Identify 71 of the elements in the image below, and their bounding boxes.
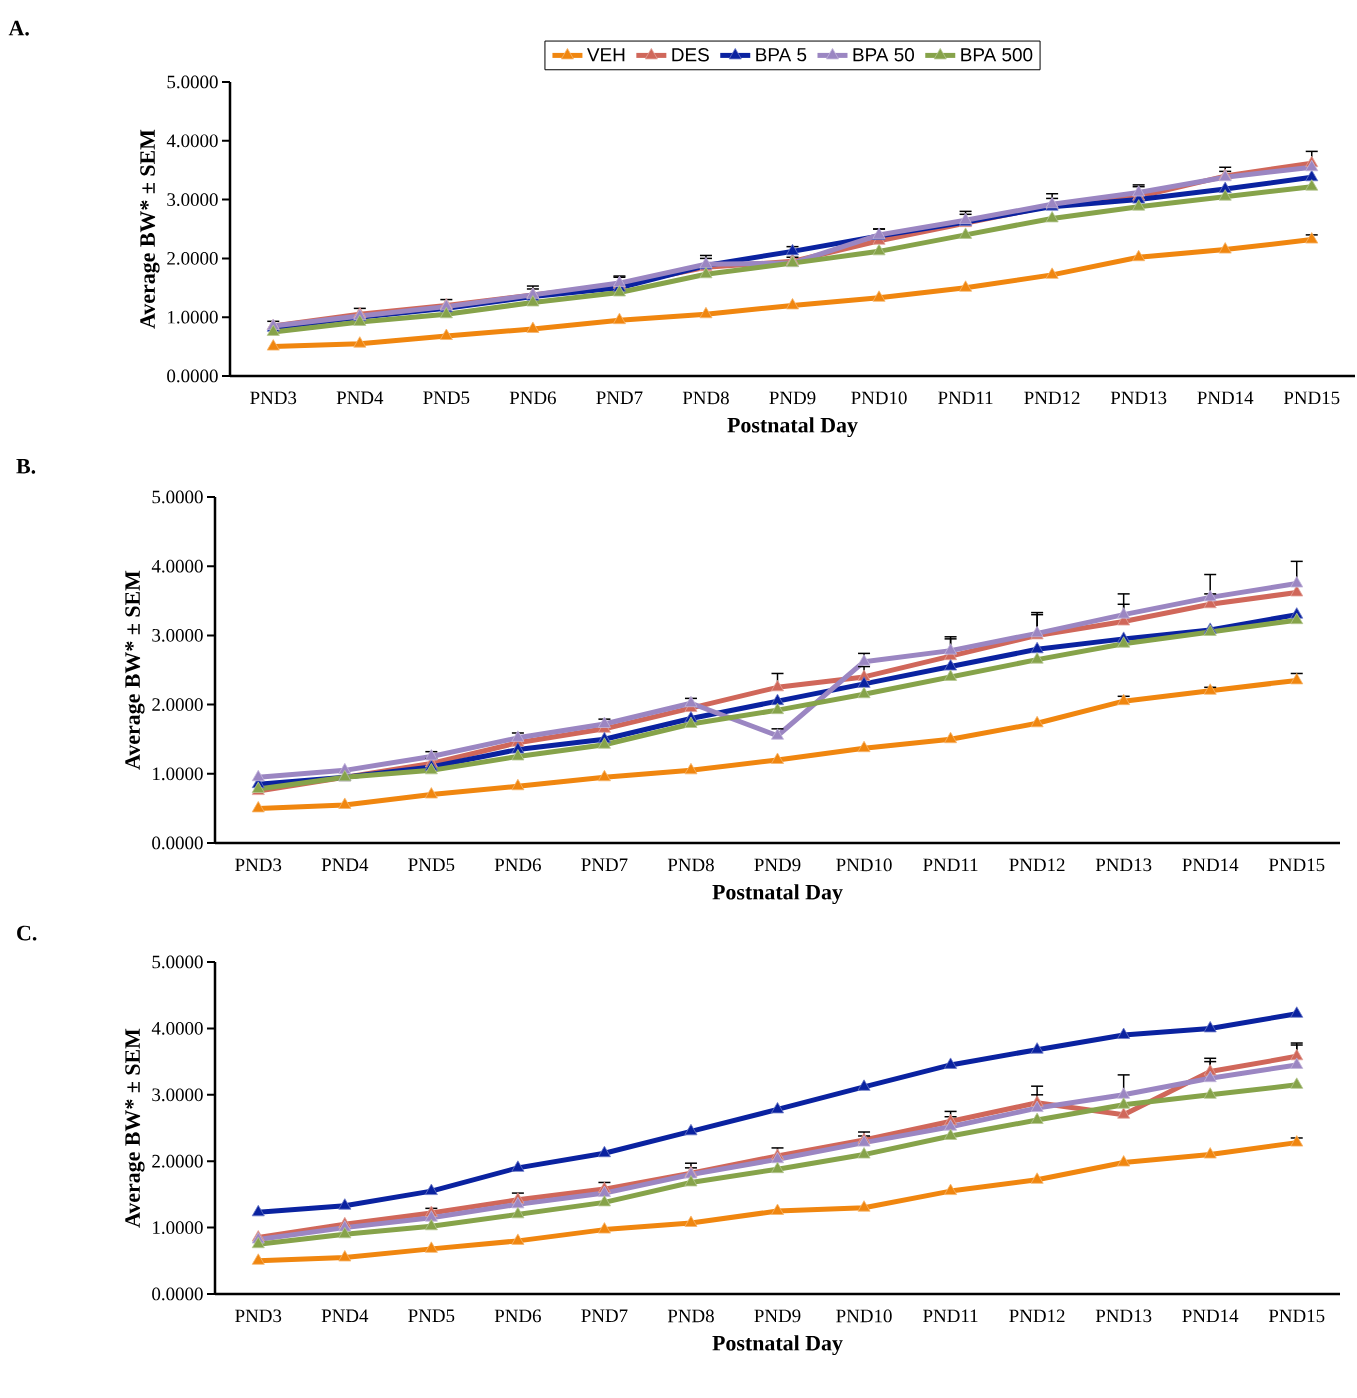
y-tick-label: 2.0000: [152, 1154, 203, 1168]
x-tick-label: PND3: [235, 1309, 282, 1323]
y-tick-label: 5.0000: [152, 490, 203, 504]
y-tick-label: 1.0000: [153, 1221, 203, 1235]
x-tick-label: PND13: [1110, 391, 1167, 405]
y-tick-label: 0.0000: [152, 836, 203, 850]
y-tick-label: 2.0000: [167, 251, 218, 265]
y-tick-label: 5.0000: [152, 955, 203, 969]
x-tick-label: PND13: [1095, 858, 1152, 872]
x-tick-label: PND10: [851, 391, 907, 405]
y-tick-label: 0.0000: [167, 369, 218, 383]
legend-label: DES: [672, 48, 709, 62]
y-tick-label: 1.0000: [153, 767, 203, 781]
x-tick-label: PND6: [494, 858, 541, 872]
x-tick-label: PND14: [1182, 1309, 1239, 1323]
x-tick-label: PND9: [769, 391, 816, 405]
x-axis-title: Postnatal Day: [727, 417, 858, 438]
x-tick-label: PND15: [1283, 391, 1340, 405]
x-tick-label: PND11: [938, 391, 993, 405]
x-tick-label: PND7: [596, 391, 643, 404]
x-tick-label: PND3: [235, 858, 282, 872]
x-tick-label: PND8: [682, 391, 729, 405]
y-tick-label: 4.0000: [151, 559, 203, 573]
y-tick-label: 3.0000: [152, 1088, 203, 1102]
legend-label: VEH: [587, 48, 625, 62]
y-axis-title: Average BW* ± SEM: [125, 1028, 145, 1228]
x-tick-label: PND7: [581, 1309, 628, 1322]
legend-label: BPA 50: [853, 48, 915, 62]
x-tick-label: PND12: [1024, 391, 1080, 405]
x-tick-label: PND4: [336, 391, 384, 405]
x-tick-label: PND15: [1268, 1309, 1325, 1323]
y-tick-label: 3.0000: [152, 629, 203, 642]
legend-label: BPA 500: [961, 48, 1033, 62]
y-tick-label: 0.0000: [152, 1287, 203, 1301]
x-tick-label: PND14: [1182, 858, 1239, 872]
x-tick-label: PND10: [836, 858, 892, 872]
x-tick-label: PND11: [923, 858, 978, 872]
x-tick-label: PND3: [250, 391, 297, 405]
y-axis-title: Average BW* ± SEM: [140, 129, 160, 329]
y-tick-label: 3.0000: [167, 193, 218, 207]
x-tick-label: PND11: [923, 1309, 978, 1323]
x-tick-label: PND12: [1009, 1309, 1065, 1323]
x-tick-label: PND5: [408, 1309, 455, 1323]
text: A.: [8, 20, 29, 36]
x-tick-label: PND13: [1095, 1309, 1152, 1323]
legend-label: BPA 5: [756, 48, 807, 62]
x-tick-label: PND9: [754, 1309, 801, 1323]
y-tick-label: 4.0000: [166, 134, 218, 148]
x-tick-label: PND6: [509, 391, 556, 405]
y-axis-title: Average BW* ± SEM: [125, 570, 145, 770]
x-tick-label: PND4: [321, 858, 369, 872]
y-tick-label: 4.0000: [151, 1022, 203, 1035]
x-tick-label: PND8: [667, 858, 714, 872]
x-tick-label: PND5: [408, 858, 455, 872]
x-tick-label: PND15: [1268, 858, 1325, 872]
x-axis-title: Postnatal Day: [712, 1335, 843, 1356]
x-tick-label: PND12: [1009, 858, 1065, 872]
text: C.: [17, 925, 37, 941]
x-tick-label: PND7: [581, 858, 628, 871]
y-tick-label: 1.0000: [168, 310, 218, 324]
y-tick-label: 5.0000: [167, 75, 218, 89]
x-tick-label: PND14: [1197, 391, 1254, 405]
text: B.: [16, 459, 36, 474]
x-tick-label: PND5: [423, 391, 470, 405]
x-tick-label: PND10: [836, 1309, 892, 1323]
x-axis-title: Postnatal Day: [712, 884, 843, 905]
x-tick-label: PND9: [754, 858, 801, 872]
x-tick-label: PND6: [494, 1309, 541, 1323]
x-tick-label: PND4: [321, 1309, 369, 1323]
x-tick-label: PND8: [667, 1309, 714, 1323]
y-tick-label: 2.0000: [152, 698, 203, 712]
